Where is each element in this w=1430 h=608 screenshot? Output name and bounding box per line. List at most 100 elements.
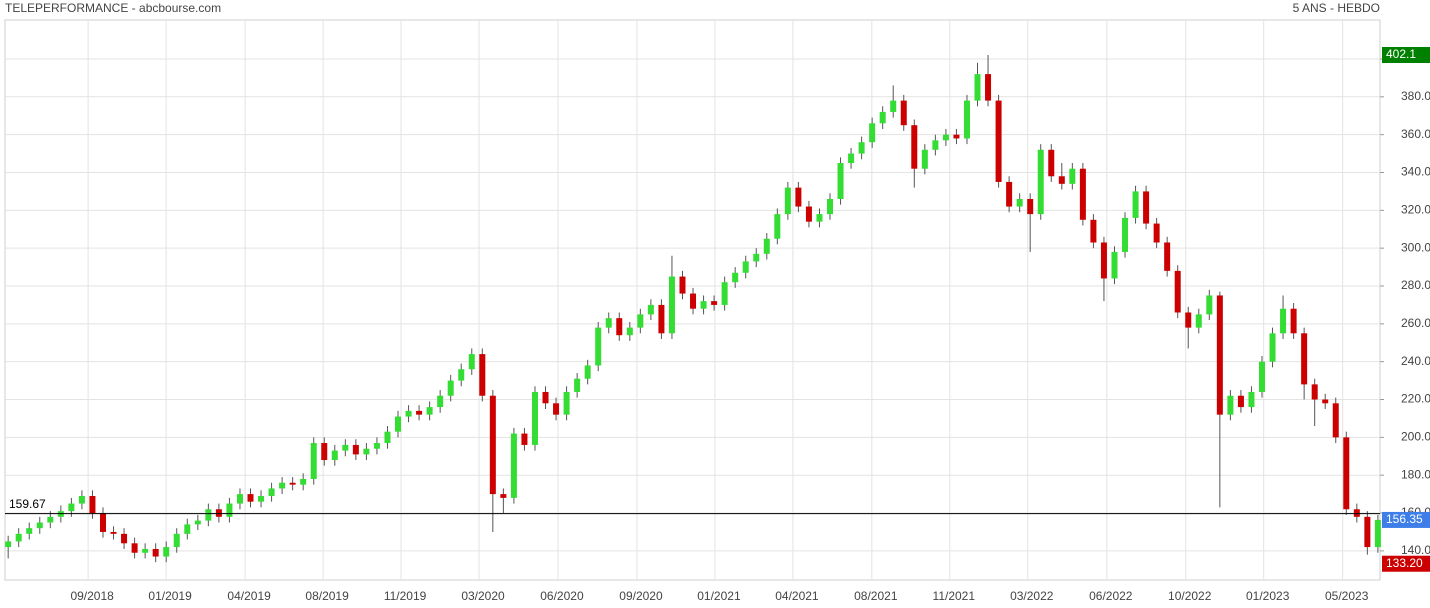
candle-body	[816, 214, 823, 222]
candle-body	[331, 450, 338, 461]
candle-body	[721, 282, 728, 305]
candle-body	[1037, 149, 1044, 215]
candle-body	[468, 354, 475, 370]
candle-body	[405, 410, 412, 417]
x-tick-label: 11/2021	[933, 589, 976, 603]
candle-body	[416, 410, 423, 415]
candle-body	[626, 327, 633, 336]
x-tick-label: 01/2019	[148, 589, 192, 603]
candle-body	[89, 496, 96, 514]
candle-body	[985, 74, 992, 101]
x-tick-label: 01/2023	[1246, 589, 1290, 603]
candle-body	[1322, 399, 1329, 404]
candle-body	[711, 301, 718, 305]
candle-body	[647, 304, 654, 315]
candle-body	[1216, 295, 1223, 415]
candle-body	[99, 513, 106, 532]
candle-body	[226, 503, 233, 517]
candle-body	[1027, 198, 1034, 215]
candle-body	[152, 548, 159, 557]
candle-body	[373, 443, 380, 449]
candle-body	[911, 125, 918, 169]
candle-body	[131, 543, 138, 553]
candle-body	[637, 314, 644, 328]
x-tick-label: 04/2021	[775, 589, 819, 603]
candle-body	[563, 391, 570, 415]
x-tick-label: 10/2022	[1168, 589, 1212, 603]
candle-body	[732, 272, 739, 283]
candle-body	[1301, 333, 1308, 385]
candle-body	[1174, 270, 1181, 313]
candle-body	[321, 443, 328, 461]
candle-body	[447, 380, 454, 396]
candle-body	[1227, 395, 1234, 415]
candle-body	[247, 494, 254, 502]
candle-body	[26, 528, 33, 534]
y-tick-label: 360.0	[1401, 127, 1430, 141]
candle-body	[932, 140, 939, 150]
y-tick-label: 320.0	[1401, 202, 1430, 216]
candle-body	[890, 100, 897, 112]
y-tick-label: 240.0	[1401, 354, 1430, 368]
candle-body	[574, 378, 581, 392]
candle-body	[521, 433, 528, 445]
candle-body	[15, 533, 22, 542]
candle-body	[553, 403, 560, 415]
candle-body	[173, 533, 180, 548]
candle-body	[774, 214, 781, 239]
price-tag-label: 133.20	[1386, 556, 1423, 570]
candle-body	[700, 301, 707, 309]
x-tick-label: 06/2020	[540, 589, 584, 603]
candle-body	[848, 153, 855, 164]
candle-body	[1195, 314, 1202, 328]
y-tick-label: 280.0	[1401, 278, 1430, 292]
y-tick-label: 300.0	[1401, 240, 1430, 254]
candle-body	[1153, 223, 1160, 243]
candle-body	[1079, 168, 1086, 220]
candle-body	[1164, 242, 1171, 271]
candle-body	[690, 293, 697, 309]
candle-body	[921, 149, 928, 169]
x-tick-label: 08/2019	[305, 589, 349, 603]
candle-body	[616, 318, 623, 336]
candle-body	[458, 369, 465, 381]
y-tick-label: 200.0	[1401, 430, 1430, 444]
candle-body	[236, 494, 243, 504]
candle-body	[784, 187, 791, 215]
candle-body	[395, 416, 402, 432]
candle-body	[858, 142, 865, 154]
candle-body	[1280, 308, 1287, 334]
x-tick-label: 03/2020	[461, 589, 505, 603]
x-tick-label: 11/2019	[384, 589, 427, 603]
candle-body	[1364, 516, 1371, 548]
x-tick-label: 09/2018	[70, 589, 114, 603]
candle-body	[1258, 361, 1265, 392]
x-tick-label: 05/2023	[1325, 589, 1369, 603]
candle-body	[1069, 168, 1076, 184]
candle-body	[1332, 403, 1339, 438]
candle-body	[1237, 395, 1244, 408]
candle-body	[753, 253, 760, 262]
candle-body	[289, 482, 296, 485]
candle-body	[805, 206, 812, 222]
candle-body	[163, 547, 170, 557]
x-tick-label: 06/2022	[1089, 589, 1133, 603]
candle-body	[879, 111, 886, 124]
candle-body	[595, 327, 602, 366]
candle-body	[1048, 149, 1055, 177]
y-tick-label: 340.0	[1401, 165, 1430, 179]
candle-body	[36, 522, 43, 529]
candle-body	[763, 238, 770, 254]
candle-body	[352, 444, 359, 455]
price-tag-label: 402.1	[1386, 47, 1416, 61]
candle-body	[1122, 217, 1129, 252]
y-tick-label: 220.0	[1401, 392, 1430, 406]
candle-body	[1090, 219, 1097, 243]
price-tag	[1382, 511, 1430, 528]
price-tag	[1382, 47, 1430, 63]
x-tick-label: 09/2020	[619, 589, 663, 603]
candle-body	[510, 433, 517, 498]
candle-body	[1269, 333, 1276, 362]
